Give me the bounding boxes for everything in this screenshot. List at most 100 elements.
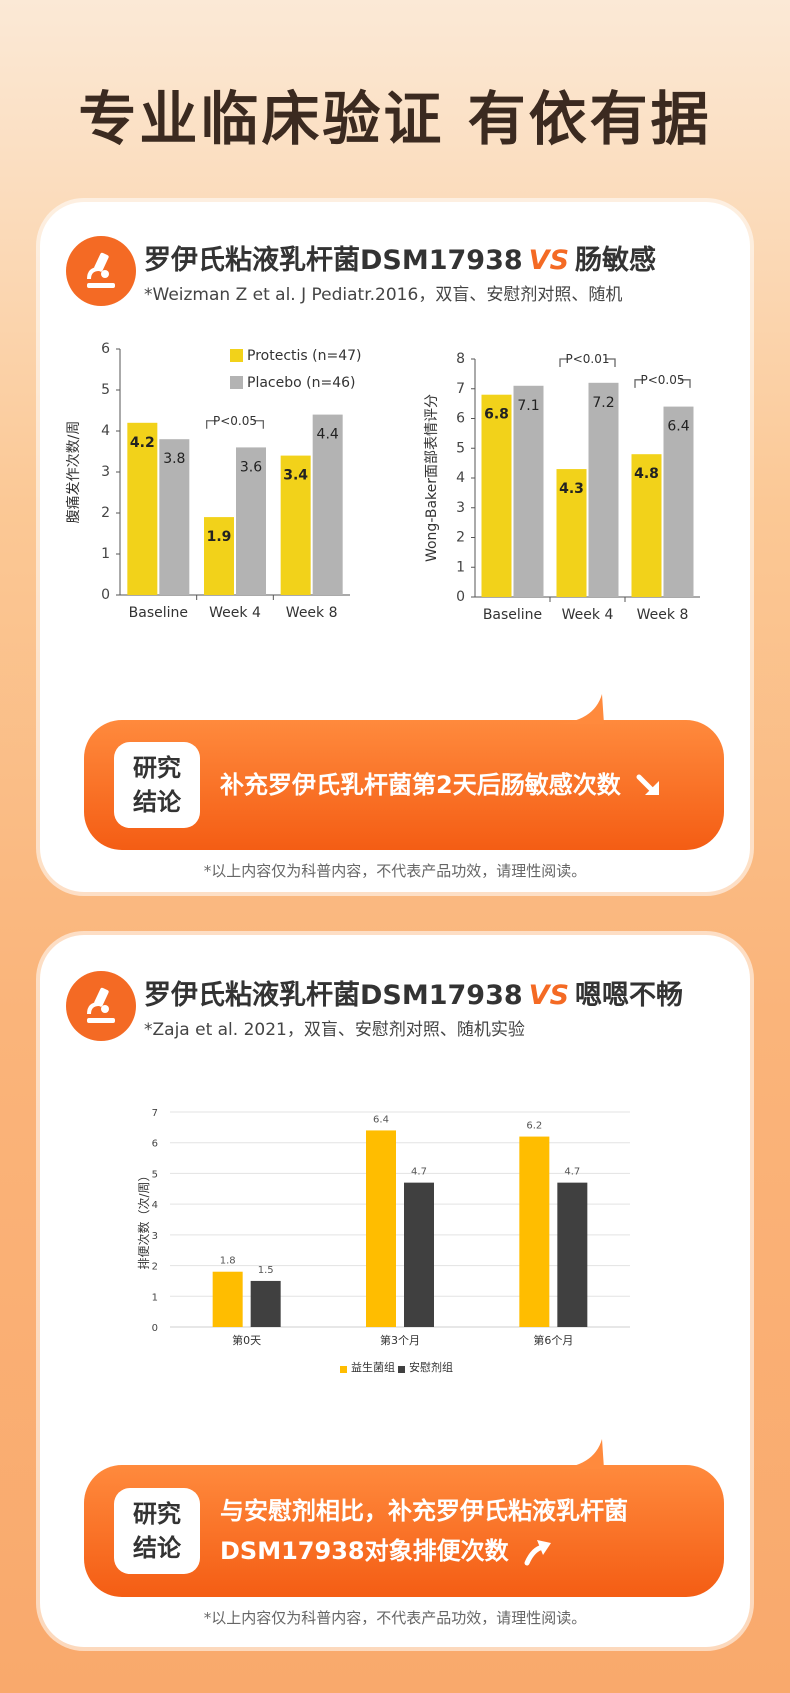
data-label: 4.7 xyxy=(411,1167,427,1178)
data-label: 3.8 xyxy=(163,451,185,467)
y-tick-label: 4 xyxy=(101,423,110,439)
legend-label: Placebo (n=46) xyxy=(247,375,355,391)
bar xyxy=(280,455,311,595)
y-tick-label: 8 xyxy=(456,351,465,367)
card-title: 罗伊氏粘液乳杆菌DSM17938 VS 肠敏感 xyxy=(144,245,657,276)
data-label: 6.2 xyxy=(526,1121,542,1132)
study-card-ibs: 罗伊氏粘液乳杆菌DSM17938 VS 肠敏感 *Weizman Z et al. … xyxy=(40,202,750,892)
bar xyxy=(159,439,190,595)
y-tick-label: 4 xyxy=(456,470,465,486)
data-label: 6.4 xyxy=(373,1114,389,1125)
x-tick-label: Baseline xyxy=(129,605,188,621)
y-tick-label: 6 xyxy=(456,411,465,427)
data-label: 4.8 xyxy=(634,466,659,482)
microscope-icon xyxy=(66,236,136,306)
significance-bracket xyxy=(206,420,264,429)
conclusion-banner: 研究 结论 补充罗伊氏乳杆菌第2天后肠敏感次数 xyxy=(84,694,724,850)
x-tick-label: 第6个月 xyxy=(533,1333,573,1347)
card-reference: *Zaja et al. 2021，双盲、安慰剂对照、随机实验 xyxy=(144,1020,525,1040)
y-tick-label: 1 xyxy=(152,1292,158,1303)
arrow-down-icon xyxy=(636,774,660,795)
y-tick-label: 0 xyxy=(101,587,110,603)
data-label: 4.3 xyxy=(559,481,584,497)
x-tick-label: Week 4 xyxy=(562,607,614,623)
bar xyxy=(557,1182,588,1327)
conclusion-tag: 研究 结论 xyxy=(114,742,200,828)
bar xyxy=(250,1280,281,1327)
y-tick-label: 0 xyxy=(456,589,465,605)
data-label: 1.5 xyxy=(258,1265,274,1276)
disclaimer: *以上内容仅为科普内容，不代表产品功效，请理性阅读。 xyxy=(203,1609,587,1627)
bar xyxy=(404,1182,434,1327)
y-tick-label: 4 xyxy=(152,1200,158,1211)
speech-tail xyxy=(554,1439,604,1469)
data-label: 1.8 xyxy=(220,1256,236,1267)
bar xyxy=(366,1130,396,1327)
data-label: 7.1 xyxy=(517,398,539,414)
speech-tail xyxy=(554,694,604,724)
y-tick-label: 1 xyxy=(456,559,465,575)
page-headline: 专业临床验证 有依有据 xyxy=(78,85,712,153)
y-tick-label: 5 xyxy=(456,440,465,456)
x-tick-label: Week 8 xyxy=(637,607,689,623)
x-tick-label: Baseline xyxy=(483,607,542,623)
y-tick-label: 3 xyxy=(456,500,465,516)
legend-swatch xyxy=(398,1366,405,1373)
y-tick-label: 7 xyxy=(456,381,465,397)
bar xyxy=(481,394,512,597)
card-reference: *Weizman Z et al. J Pediatr.2016，双盲、安慰剂对… xyxy=(144,285,623,305)
bar xyxy=(631,454,662,597)
data-label: 3.6 xyxy=(240,459,262,475)
y-tick-label: 5 xyxy=(152,1169,158,1180)
bar xyxy=(212,1271,243,1327)
y-tick-label: 6 xyxy=(152,1139,158,1150)
conclusion-tag: 研究 结论 xyxy=(114,1488,200,1574)
wong-baker-chart: Wong-Baker面部表情评分 0 1 2 3 4 5 6 7 8 6.8 7.1 Baseline 4… xyxy=(424,351,700,623)
x-tick-label: Week 8 xyxy=(286,605,338,621)
x-tick-label: 第0天 xyxy=(232,1333,261,1347)
bar xyxy=(204,517,234,595)
legend-swatch xyxy=(230,376,243,389)
bar xyxy=(127,422,158,595)
legend-label: 益生菌组 xyxy=(351,1360,395,1374)
data-label: 4.2 xyxy=(130,435,155,451)
data-label: 7.2 xyxy=(592,395,614,411)
y-tick-label: 3 xyxy=(152,1231,158,1242)
card-title: 罗伊氏粘液乳杆菌DSM17938 VS 嗯嗯不畅 xyxy=(144,980,684,1011)
data-label: 6.8 xyxy=(484,407,509,423)
data-label: 4.4 xyxy=(317,427,339,443)
y-tick-label: 5 xyxy=(101,382,110,398)
significance-label: P<0.05 xyxy=(640,373,684,387)
study-card-constipation: 罗伊氏粘液乳杆菌DSM17938 VS 嗯嗯不畅 *Zaja et al. 2021… xyxy=(40,935,750,1647)
bar xyxy=(519,1136,550,1327)
data-label: 6.4 xyxy=(667,419,689,435)
legend-label: Protectis (n=47) xyxy=(247,348,361,364)
significance-label: P<0.05 xyxy=(213,414,257,428)
bar xyxy=(663,406,694,597)
bar xyxy=(556,469,587,597)
y-axis-label: 腹痛发作次数/周 xyxy=(65,421,82,524)
significance-bracket xyxy=(559,358,616,367)
conclusion-text: 补充罗伊氏乳杆菌第2天后肠敏感次数 xyxy=(220,765,665,805)
legend-swatch xyxy=(340,1366,347,1373)
x-tick-label: 第3个月 xyxy=(380,1333,420,1347)
y-tick-label: 1 xyxy=(101,546,110,562)
y-axis-label: Wong-Baker面部表情评分 xyxy=(424,394,440,562)
data-label: 3.4 xyxy=(283,468,308,484)
bar xyxy=(513,385,544,597)
abdominal-pain-chart: 腹痛发作次数/周 0 1 2 3 4 5 6 4.2 3.8 Baseline 1.9 3.6 Week … xyxy=(65,341,361,621)
significance-label: P<0.01 xyxy=(565,352,609,366)
y-tick-label: 3 xyxy=(101,464,110,480)
arrow-up-icon xyxy=(524,1540,551,1566)
x-tick-label: Week 4 xyxy=(209,605,261,621)
y-tick-label: 6 xyxy=(101,341,110,357)
y-tick-label: 2 xyxy=(456,530,465,546)
data-label: 4.7 xyxy=(564,1167,580,1178)
conclusion-banner: 研究 结论 与安慰剂相比，补充罗伊氏粘液乳杆菌 DSM17938对象排便次数 xyxy=(84,1439,724,1597)
y-tick-label: 2 xyxy=(152,1262,158,1273)
bar xyxy=(236,447,266,595)
bar xyxy=(588,382,619,597)
significance-bracket xyxy=(634,379,691,388)
data-label: 1.9 xyxy=(207,529,232,545)
disclaimer: *以上内容仅为科普内容，不代表产品功效，请理性阅读。 xyxy=(203,862,587,880)
